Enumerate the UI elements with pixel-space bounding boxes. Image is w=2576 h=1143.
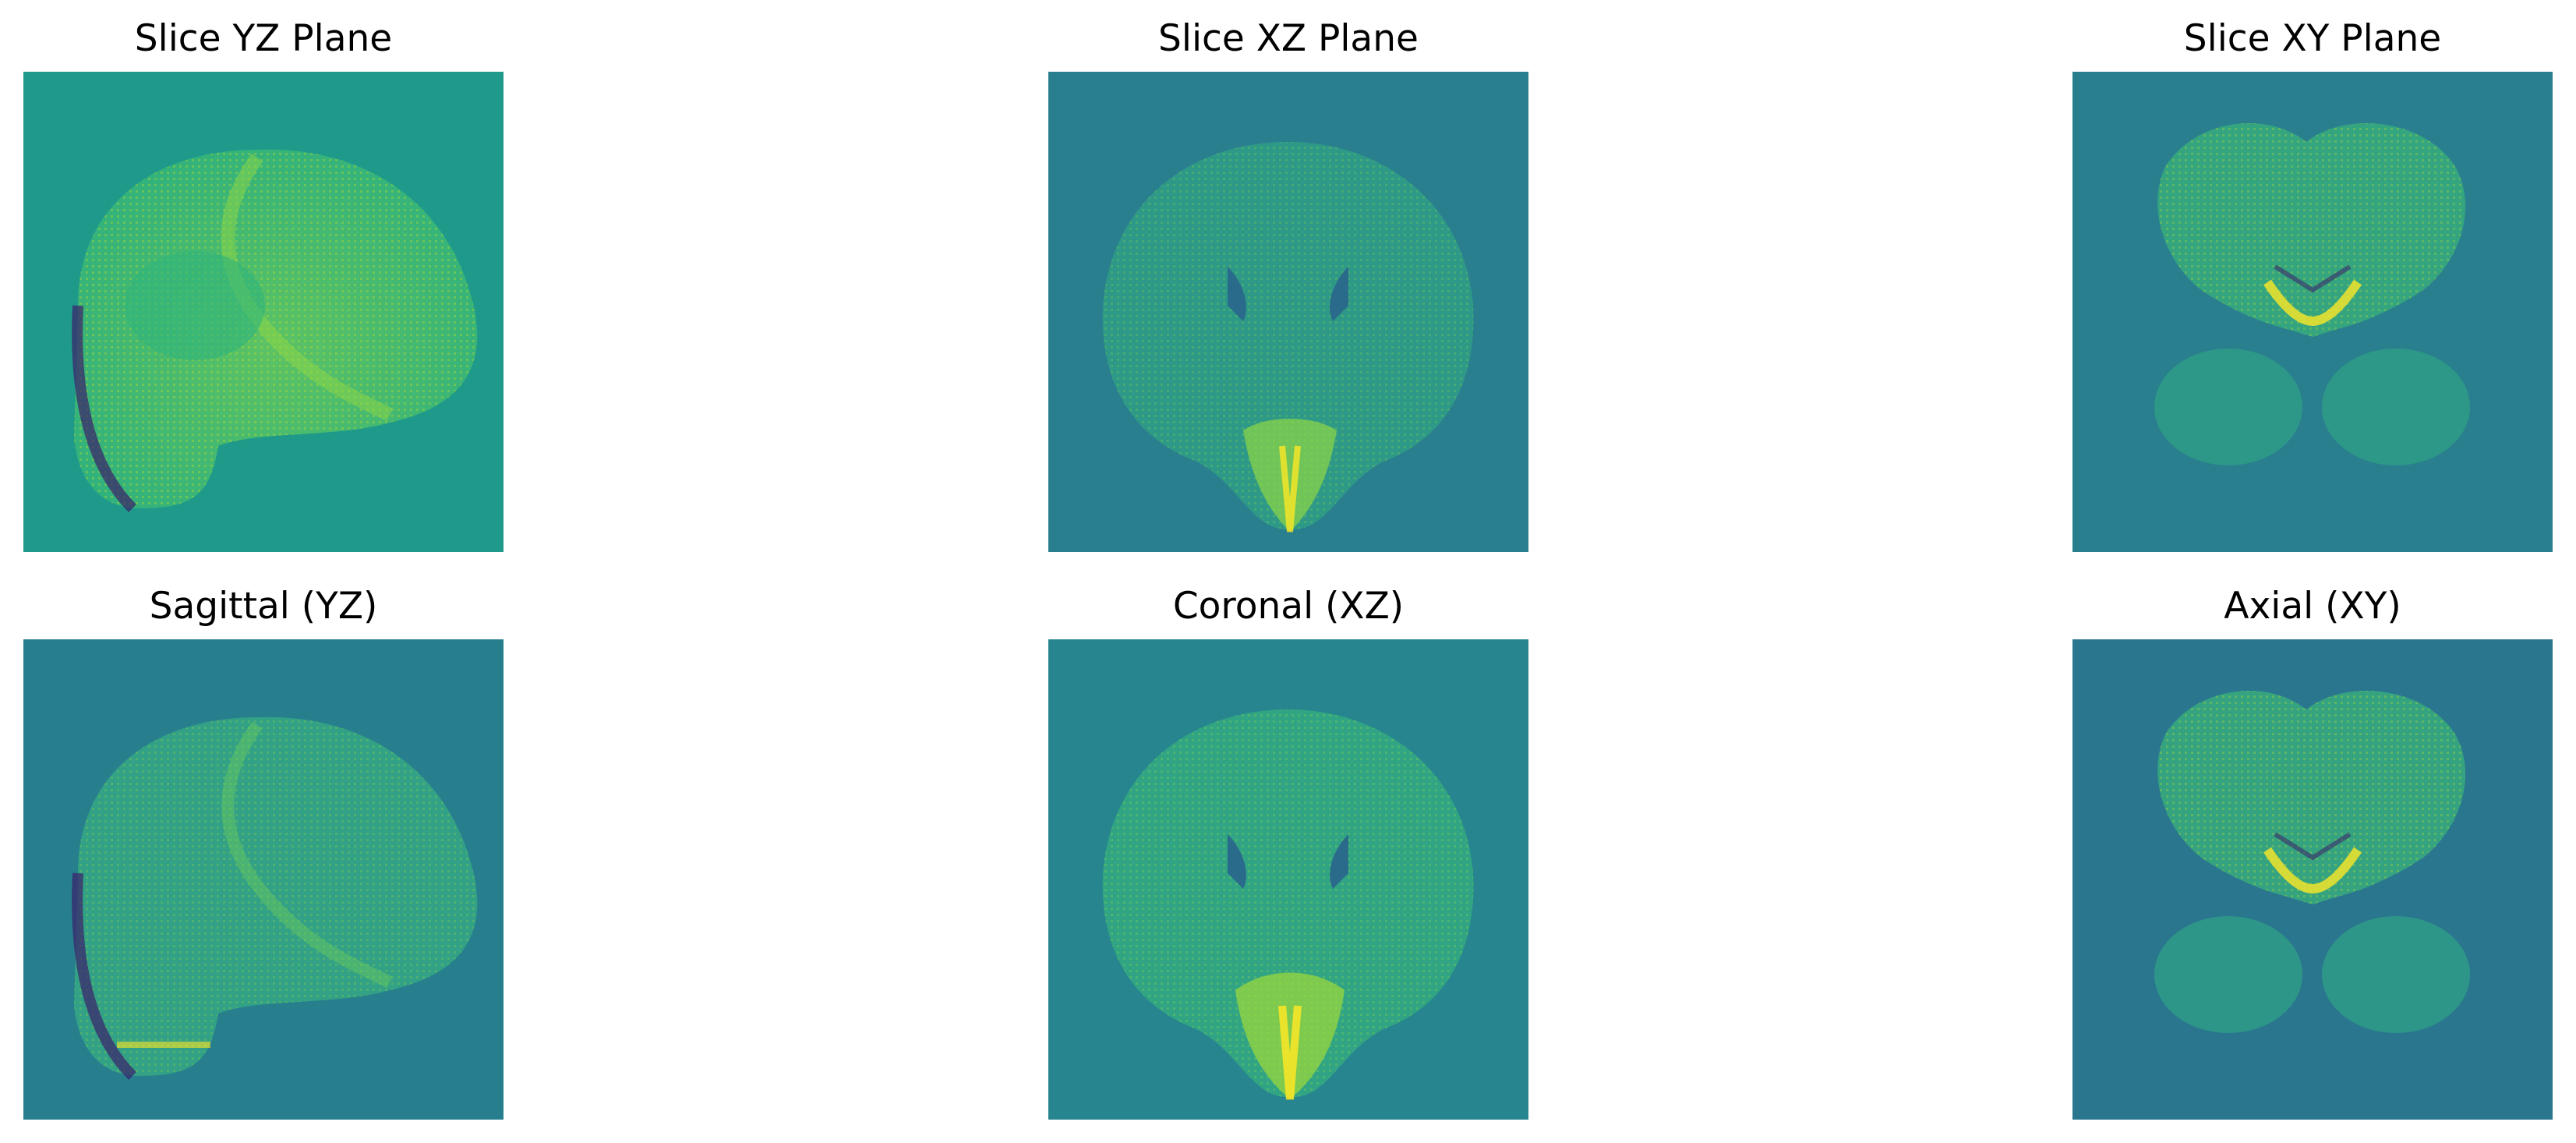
brain-slice-image — [2072, 72, 2553, 552]
panel-title: Axial (XY) — [2072, 585, 2553, 628]
brain-slice-image — [23, 639, 504, 1120]
brain-slice-image — [23, 72, 504, 552]
panel-title: Coronal (XZ) — [1048, 585, 1528, 628]
panel-title: Sagittal (YZ) — [23, 585, 504, 628]
panel-title: Slice XZ Plane — [1048, 17, 1528, 61]
panel-title: Slice YZ Plane — [23, 17, 504, 61]
panel-title: Slice XY Plane — [2072, 17, 2553, 61]
brain-slice-image — [2072, 639, 2553, 1120]
brain-slice-image — [1048, 639, 1528, 1120]
brain-slice-image — [1048, 72, 1528, 552]
